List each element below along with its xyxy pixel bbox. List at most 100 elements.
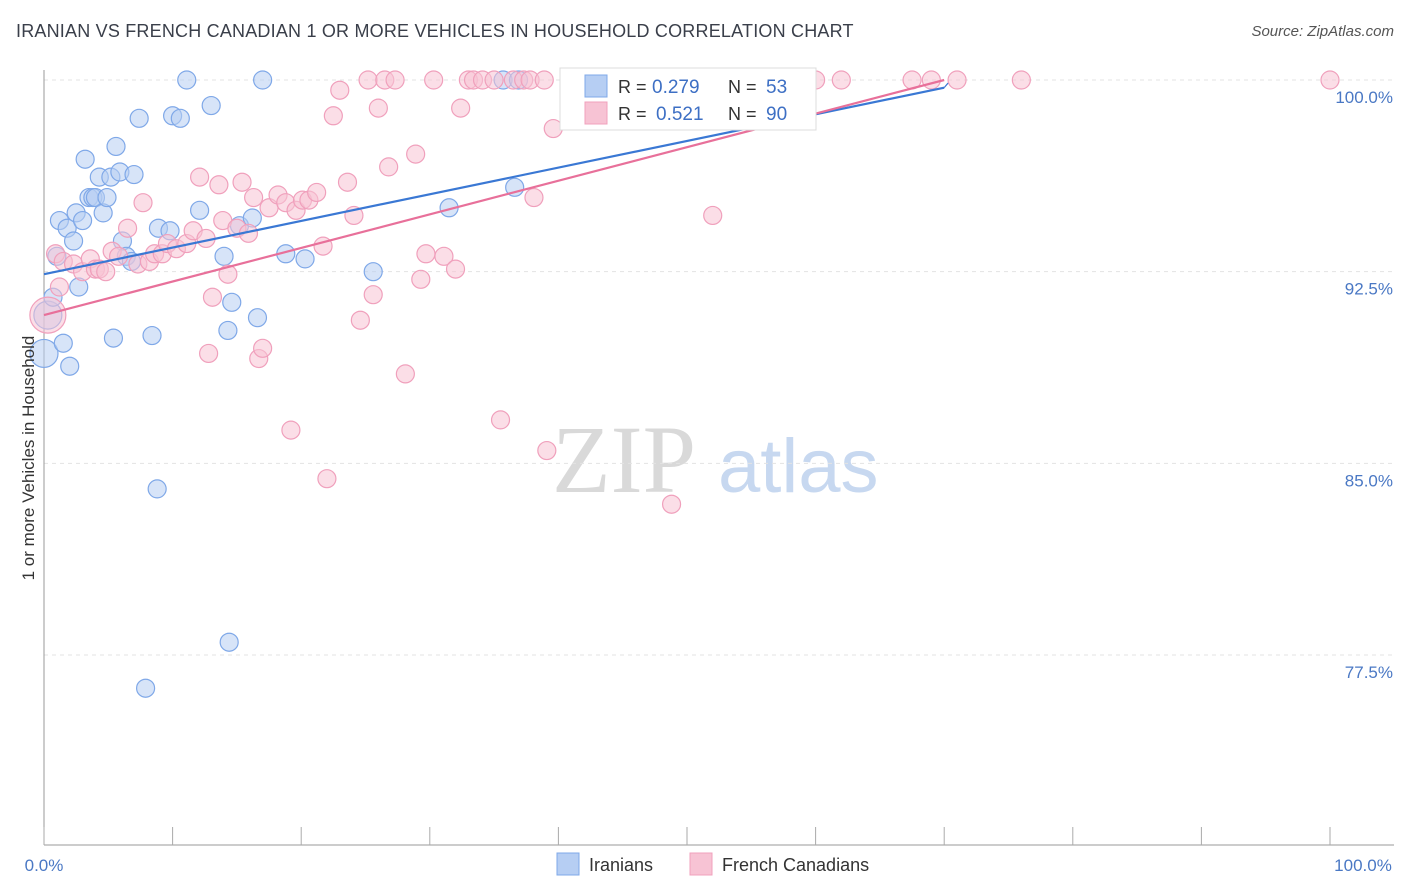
legend-iranians: Iranians	[589, 855, 653, 875]
legend-r-label-2: R =	[618, 104, 647, 124]
french-canadian-point	[358, 70, 378, 90]
iranian-point	[177, 70, 197, 90]
x-tick-label-min: 0.0%	[25, 856, 64, 875]
iranian-point	[295, 249, 315, 269]
iranian-point	[247, 308, 268, 328]
french-canadian-point	[190, 167, 210, 187]
iranian-point	[97, 187, 117, 208]
french-canadian-point	[363, 285, 383, 305]
french-canadian-point	[350, 310, 370, 330]
french-canadian-point	[921, 70, 941, 90]
gridlines	[44, 79, 1394, 656]
iranians-trend-extension	[943, 79, 952, 89]
iranian-point	[135, 678, 156, 698]
legend-swatch-pink	[584, 101, 608, 125]
iranian-point	[60, 356, 80, 376]
french-canadian-point	[253, 338, 273, 358]
iranian-point	[147, 479, 167, 499]
legend-r-label-1: R =	[618, 77, 647, 97]
legend-french-canadians-swatch	[689, 852, 713, 876]
correlation-legend: R = 0.279 N = 53 R = 0.521 N = 90	[559, 67, 817, 131]
french-canadian-point	[379, 157, 399, 177]
iranian-point	[222, 292, 242, 312]
iranian-point	[75, 149, 95, 169]
iranian-point	[214, 246, 234, 266]
french-canadian-point	[537, 440, 557, 461]
french-canadian-point	[202, 287, 223, 307]
iranian-point	[170, 108, 190, 128]
french-canadian-point	[703, 205, 723, 226]
french-canadian-point	[232, 172, 252, 192]
chart-title: IRANIAN VS FRENCH CANADIAN 1 OR MORE VEH…	[16, 21, 854, 41]
iranian-point	[103, 328, 124, 348]
french-canadian-point	[831, 70, 851, 90]
french-canadian-point	[244, 187, 264, 208]
french-canadian-point	[218, 264, 238, 284]
iranian-point	[253, 70, 273, 90]
iranian-point	[72, 210, 93, 231]
french-canadian-point	[108, 246, 129, 266]
french-canadian-point	[317, 469, 337, 489]
french-canadian-point	[424, 70, 444, 90]
legend-r-value-1: 0.279	[652, 77, 700, 98]
french-canadian-point	[947, 70, 967, 90]
french-canadian-point	[281, 420, 301, 440]
iranian-point	[363, 262, 383, 282]
french-canadian-point	[199, 343, 219, 364]
french-canadian-point	[337, 172, 358, 192]
watermark-atlas: atlas	[718, 424, 879, 509]
french-canadian-point	[524, 187, 544, 208]
iranian-point	[29, 338, 59, 369]
legend-n-value-2: 90	[766, 104, 787, 125]
y-tick-label: 100.0%	[1335, 88, 1393, 107]
legend-n-value-1: 53	[766, 77, 787, 98]
iranian-point	[219, 632, 239, 652]
french-canadian-point	[1011, 70, 1031, 90]
french-canadian-point	[534, 70, 554, 90]
iranian-point	[190, 200, 210, 220]
legend-n-label-1: N =	[728, 77, 757, 97]
french-canadian-point	[307, 182, 327, 203]
french-canadian-point	[445, 259, 466, 279]
y-tick-label: 92.5%	[1345, 280, 1393, 299]
x-tick-label-max: 100.0%	[1334, 856, 1392, 875]
legend-n-label-2: N =	[728, 104, 757, 124]
axes: 77.5% 85.0% 92.5% 100.0% 0.0% 100.0%	[25, 70, 1394, 875]
iranian-point	[129, 108, 149, 128]
french-canadian-point	[209, 175, 229, 195]
french-canadian-point	[368, 98, 388, 118]
french-canadian-point	[451, 98, 471, 118]
french-canadian-point	[406, 144, 426, 164]
french-canadian-point	[49, 277, 70, 297]
y-axis-label: 1 or more Vehicles in Household	[19, 336, 38, 581]
iranian-point	[106, 136, 126, 157]
iranian-point	[201, 95, 221, 116]
french-canadian-point	[96, 262, 116, 282]
french-canadian-point	[490, 410, 511, 430]
data-points	[29, 70, 1340, 698]
legend-r-value-2: 0.521	[656, 104, 704, 125]
source-label[interactable]: Source: ZipAtlas.com	[1251, 23, 1394, 40]
french-canadian-point	[385, 70, 405, 90]
french-canadian-point	[661, 494, 682, 514]
legend-swatch-blue	[584, 74, 608, 98]
iranian-point	[63, 231, 84, 251]
french-canadian-point	[133, 193, 153, 213]
french-canadian-point	[1320, 70, 1340, 90]
french-canadian-point	[416, 244, 436, 264]
iranian-point	[53, 333, 73, 353]
french-canadian-point	[484, 70, 504, 90]
legend-iranians-swatch	[556, 852, 580, 876]
series-legend: Iranians French Canadians	[556, 852, 869, 876]
french-canadian-point	[434, 246, 454, 266]
iranian-point	[142, 325, 162, 346]
y-tick-label: 77.5%	[1345, 663, 1393, 682]
french-canadian-point	[323, 106, 343, 126]
french-canadian-point	[411, 269, 431, 289]
legend-french-canadians: French Canadians	[722, 855, 869, 875]
french-canadian-point	[117, 218, 138, 238]
french-canadian-point	[395, 364, 415, 384]
iranian-point	[124, 164, 144, 185]
french-canadian-point	[330, 80, 350, 100]
